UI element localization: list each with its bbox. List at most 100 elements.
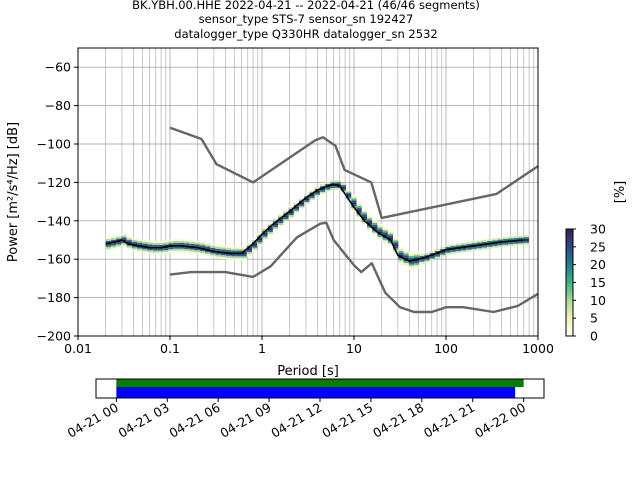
psd-probability-cell [429,256,435,259]
psd-probability-cell [246,242,253,245]
psd-probability-cell [393,236,399,239]
psd-probability-cell [461,244,467,247]
psd-probability-cell [278,215,284,218]
psd-probability-cell [168,248,174,251]
psd-probability-cell [173,242,179,245]
psd-probability-cell [403,253,409,256]
new-high-noise-model-line [169,126,539,220]
psd-probability-cell [398,260,404,263]
psd-probability-cell [356,205,362,208]
psd-probability-cell [455,243,462,246]
psd-probability-cell [450,251,456,254]
psd-probability-cell [231,250,237,253]
psd-probability-cell [189,240,195,242]
psd-probability-cell [142,241,148,244]
psd-probability-cell [147,242,153,245]
psd-probability-cell [210,245,216,248]
psd-probability-cell [236,250,242,253]
psd-probability-cell [199,249,205,252]
psd-probability-cell [434,252,441,255]
psd-probability-cell [184,250,190,253]
psd-probability-cell [372,232,378,235]
psd-probability-cell [319,188,326,190]
psd-probability-cell [126,245,132,248]
psd-probability-cell [361,214,367,217]
psd-probability-cell [476,246,482,249]
psd-probability-cell [393,240,399,243]
psd-probability-cell [173,239,179,241]
psd-probability-cell [351,198,357,201]
psd-probability-cell [351,208,357,211]
psd-probability-cell [398,258,404,261]
psd-probability-cell [361,222,367,225]
psd-probability-cell [492,246,498,248]
psd-probability-cell [414,257,420,260]
psd-probability-cell [372,222,378,225]
psd-probability-cell [220,253,226,256]
psd-probability-cell [387,241,394,244]
psd-probability-cell [314,187,320,189]
psd-probability-cell [184,239,190,242]
y-tick-label: −120 [37,175,71,190]
psd-probability-cell [445,246,451,249]
colorbar-label: [%] [613,181,628,204]
psd-probability-cell [157,252,164,255]
psd-probability-cell [340,184,347,187]
psd-probability-cell [445,252,451,255]
psd-probability-cell [184,247,190,250]
psd-probability-cell [497,245,503,248]
psd-probability-cell [246,251,253,254]
psd-probability-cell [262,236,268,239]
psd-probability-cell [382,238,388,241]
psd-probability-cell [466,247,472,250]
psd-probability-cell [110,245,117,248]
psd-probability-cell [408,263,415,266]
psd-probability-cell [199,245,205,248]
psd-probability-cell [403,261,409,263]
psd-probability-cell [466,241,472,244]
psd-probability-cell [137,240,143,243]
psd-probability-cell [513,238,519,240]
time-tick-label: 04-21 18 [370,400,426,441]
psd-probability-cell [116,242,122,245]
psd-probability-cell [419,255,425,258]
psd-probability-cell [518,235,524,238]
psd-probability-cell [393,244,399,247]
psd-probability-cell [288,207,294,210]
psd-probability-cell [393,251,399,254]
psd-probability-cell [382,232,388,235]
psd-probability-cell [184,249,190,251]
psd-probability-cell [403,264,409,267]
psd-probability-cell [414,251,420,254]
psd-probability-cell [236,256,242,259]
psd-probability-cell [387,243,394,246]
psd-probability-cell [481,245,488,248]
psd-probability-cell [335,182,341,184]
psd-probability-cell [225,246,232,249]
psd-probability-cell [487,239,493,242]
psd-probability-cell [414,266,420,269]
psd-probability-cell [356,203,362,206]
psd-probability-cell [262,234,268,237]
psd-probability-cell [220,247,226,250]
y-tick-label: −140 [37,213,71,228]
psd-probability-cell [330,180,336,183]
psd-probability-cell [215,256,221,259]
psd-probability-cell [366,222,373,224]
psd-probability-cell [210,243,216,246]
psd-probability-cell [157,242,164,245]
psd-probability-cell [455,249,462,252]
psd-probability-cell [252,249,258,252]
y-tick-label: −80 [45,98,71,113]
psd-probability-cell [110,247,117,250]
psd-probability-cell [518,241,524,244]
psd-probability-cell [434,248,441,251]
psd-probability-cell [204,244,211,247]
psd-probability-cell [450,246,456,249]
psd-probability-cell [210,253,216,256]
psd-probability-cell [440,254,446,257]
psd-probability-cell [241,246,247,249]
psd-probability-cell [398,262,404,265]
psd-probability-cell [231,254,237,257]
psd-probability-cell [204,250,211,253]
